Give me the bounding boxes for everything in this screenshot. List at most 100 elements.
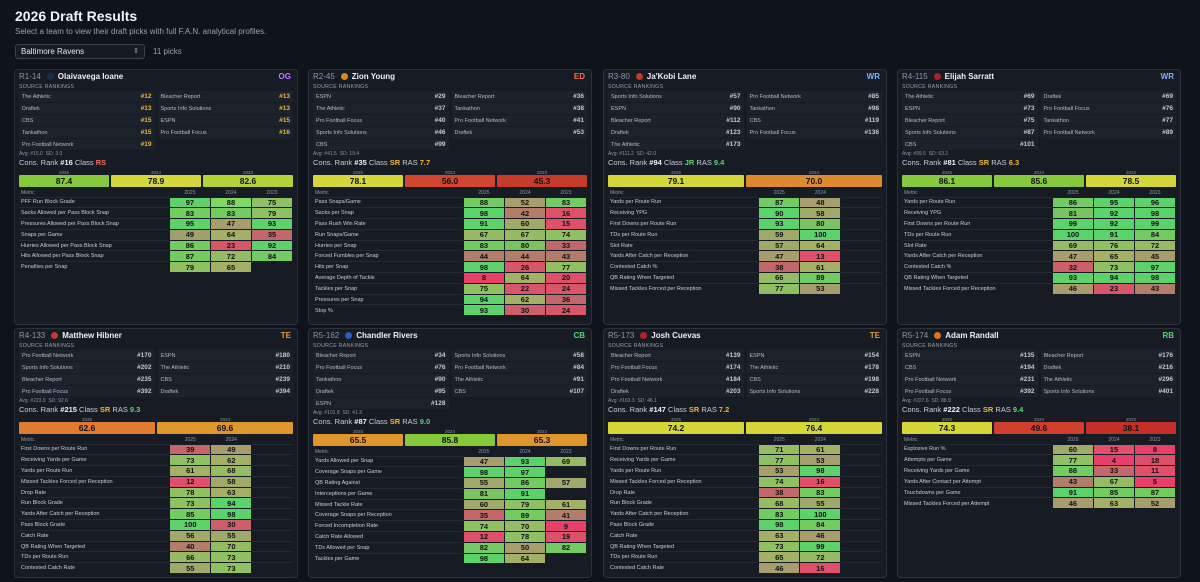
ranking-source: Draftek [1040, 362, 1154, 373]
metric-row: QB Rating When Targeted 40 70 [19, 540, 293, 553]
ranking-value: #37 [426, 103, 449, 114]
ranking-row: Bleacher Report #235 CBS #239 [19, 374, 293, 385]
metric-value: 88 [1051, 465, 1094, 477]
metric-row: Drop Rate 38 83 [608, 486, 882, 499]
ranking-value: #174 [721, 362, 744, 373]
ranking-source: Bleacher Report [902, 115, 1016, 126]
ranking-source: CBS [313, 139, 427, 150]
player-name[interactable]: Matthew Hibner [62, 331, 122, 340]
metric-row: Explosive Run % 60 15 8 [902, 443, 1177, 456]
ranking-source: Pro Football Network [19, 350, 133, 361]
metric-row: Yards After Catch per Reception 47 65 45 [902, 250, 1177, 263]
metric-value: 53 [758, 465, 801, 477]
ranking-source: Tankathon [313, 374, 427, 385]
metric-value: 60 [503, 218, 546, 230]
metric-name: Contested Catch Rate [608, 562, 759, 574]
metric-value: 26 [503, 261, 546, 274]
metric-value: 46 [1051, 282, 1094, 295]
ranking-value: #13 [271, 103, 293, 114]
player-card[interactable]: R4-115 Elijah Sarratt WR SOURCE RANKINGS The… [897, 69, 1181, 325]
player-card[interactable]: R5-173 Josh Cuevas TE SOURCE RANKINGS Bleach… [603, 328, 887, 578]
class-value: JR [684, 158, 695, 167]
year-score: 2025 62.6 [19, 417, 155, 434]
metric-row: Missed Tackles Forced per Reception 46 23 4… [902, 282, 1177, 295]
year-label: 2024 [150, 170, 161, 175]
metric-value: 22 [503, 282, 546, 295]
player-name[interactable]: Josh Cuevas [651, 331, 701, 340]
year-score-value: 85.6 [994, 175, 1084, 187]
metric-name: Catch Rate Allowed [313, 531, 464, 543]
year-score: 2025 87.4 [19, 170, 109, 187]
ranking-source: Draftek [313, 386, 427, 397]
metric-value: 55 [799, 497, 842, 510]
year-column-header: 2025 [478, 190, 490, 197]
page-title: 2026 Draft Results [15, 8, 138, 24]
metric-row: QB Rating Against 55 86 57 [313, 477, 588, 489]
player-card[interactable]: R3-80 Ja'Kobi Lane WR SOURCE RANKINGS Sports… [603, 69, 887, 325]
ranking-value: #95 [426, 386, 449, 397]
ranking-value: #40 [426, 115, 449, 126]
player-name[interactable]: Elijah Sarratt [944, 72, 995, 81]
team-select[interactable]: Baltimore Ravens ⇕ [15, 44, 145, 59]
player-name[interactable]: Olaivavega Ioane [57, 72, 124, 81]
player-card[interactable]: R1-14 Olaivavega Ioane OG SOURCE RANKINGS Th… [14, 69, 298, 325]
player-name[interactable]: Zion Young [351, 72, 396, 81]
ranking-row: Sports Info Solutions #46 Draftek #53 [313, 127, 587, 138]
consensus-line: Cons. Rank #222 Class SR RAS 9.4 [902, 405, 1024, 414]
year-label: 2023 [536, 429, 547, 434]
consensus-line: Cons. Rank #147 Class SR RAS 7.2 [608, 405, 730, 414]
metric-row: Yards per Route Run 61 68 [19, 465, 293, 477]
metric-row: Missed Tackles Forced per Attempt 46 63 52 [902, 497, 1177, 510]
metric-row: Drop Rate 78 63 [19, 486, 293, 499]
player-card[interactable]: R5-174 Adam Randall RB SOURCE RANKINGS ESPN #… [897, 328, 1181, 578]
metric-name: Sacks Allowed per Pass Block Snap [19, 207, 170, 219]
ranking-value: #46 [426, 127, 449, 138]
year-scores: 2025 74.3 2024 49.6 2023 38.1 [902, 417, 1176, 434]
metric-value: 50 [503, 541, 546, 554]
std-dev: SD: 92.6 [48, 398, 68, 404]
metric-name: Drop Rate [608, 486, 759, 498]
player-card[interactable]: R5-162 Chandler Rivers CB SOURCE RANKINGS Bl… [308, 328, 592, 578]
metric-value: 82 [544, 541, 588, 554]
metric-name: Contested Catch % [902, 261, 1053, 273]
metric-name: Receiving YPG [902, 207, 1053, 219]
metric-value: 58 [210, 475, 253, 488]
year-score: 2024 56.0 [405, 170, 495, 187]
source-rankings-table: ESPN #29 Bleacher Report #36 The Athletic #37… [313, 90, 587, 151]
metric-name: TDs per Route Run [19, 551, 170, 563]
school-logo-icon [640, 332, 648, 339]
metric-name: Missed Tackles Forced per Reception [608, 282, 759, 295]
metric-value: 99 [1051, 218, 1094, 230]
metrics-table: Metric 2025 2024 First Downs per Route Run 3… [19, 437, 293, 575]
player-name[interactable]: Adam Randall [945, 331, 999, 340]
metric-value: 93 [462, 304, 505, 317]
metric-value: 18 [1133, 454, 1177, 467]
ranking-value: #89 [1154, 127, 1176, 138]
metric-name: Drop Rate [19, 486, 170, 498]
metric-value: 62 [503, 293, 546, 306]
ranking-source: Bleacher Report [157, 91, 271, 102]
ranking-value: #29 [426, 91, 449, 102]
metric-value: 73 [210, 551, 253, 564]
metric-row: Yards After Catch per Reception 47 13 [608, 250, 882, 263]
player-name[interactable]: Chandler Rivers [356, 331, 418, 340]
ranking-source: Pro Football Focus [1040, 103, 1154, 114]
ranking-row: Sports Info Solutions #87 Pro Football Net… [902, 127, 1176, 138]
ranking-source: Bleacher Report [608, 115, 722, 126]
metric-value: 94 [1092, 272, 1135, 284]
ranking-source: The Athletic [1040, 374, 1154, 385]
metric-row: Coverage Snaps per Reception 35 89 41 [313, 509, 588, 522]
metric-value: 15 [544, 218, 588, 230]
metric-row: Tackles per Snap 75 22 24 [313, 282, 588, 295]
year-label: 2023 [1125, 417, 1136, 422]
metric-name: Yards per Route Run [19, 465, 170, 477]
ranking-source: Pro Football Focus [746, 127, 860, 138]
player-name[interactable]: Ja'Kobi Lane [646, 72, 697, 81]
metric-value: 60 [462, 498, 505, 511]
year-column-header: 2024 [519, 449, 531, 456]
metric-row: Stop % 93 30 24 [313, 304, 588, 317]
player-card[interactable]: R4-133 Matthew Hibner TE SOURCE RANKINGS Pro… [14, 328, 298, 578]
metric-value: 41 [544, 509, 588, 522]
player-card[interactable]: R2-45 Zion Young ED SOURCE RANKINGS ESPN #29 B… [308, 69, 592, 325]
ranking-row: Pro Football Network #184 CBS #198 [608, 374, 882, 385]
